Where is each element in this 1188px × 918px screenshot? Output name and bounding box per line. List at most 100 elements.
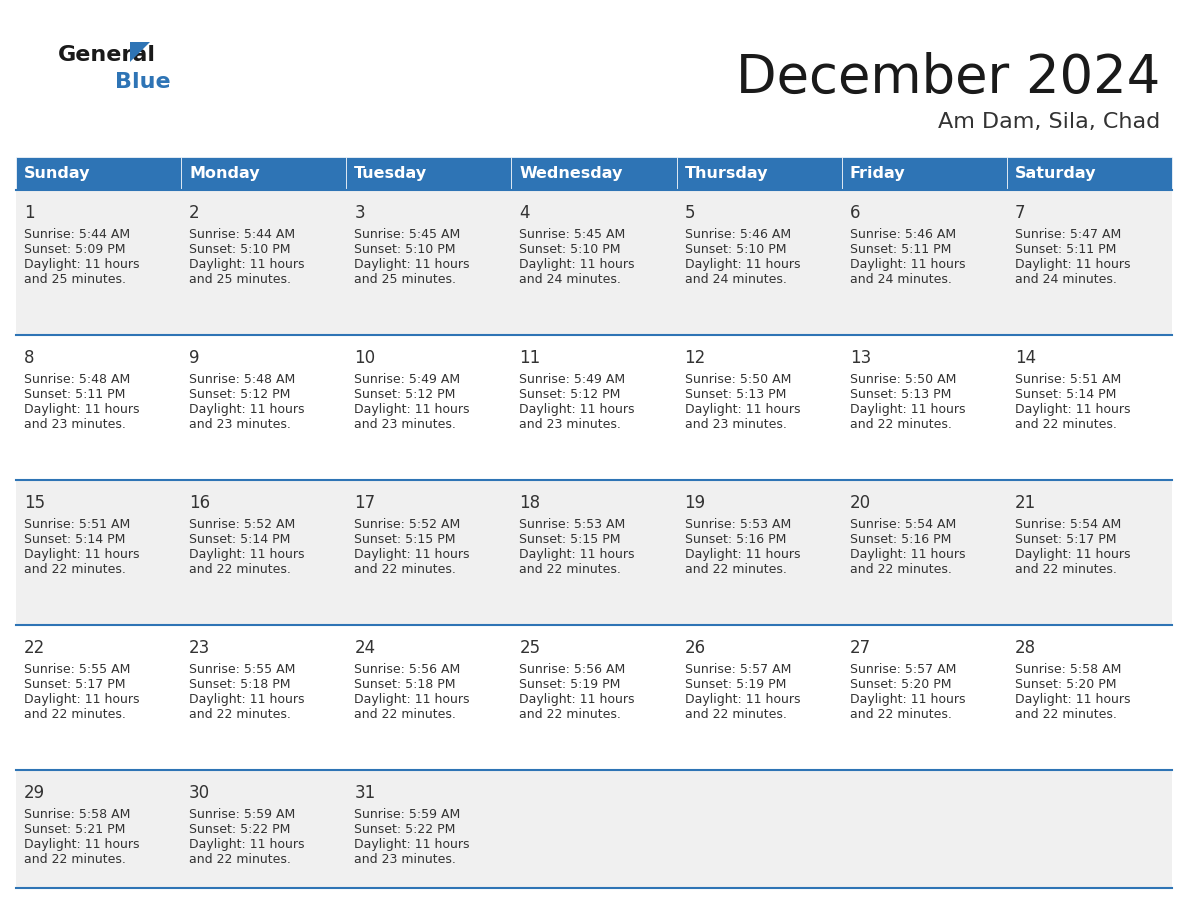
- Text: Sunrise: 5:44 AM: Sunrise: 5:44 AM: [24, 228, 131, 241]
- Text: and 22 minutes.: and 22 minutes.: [684, 708, 786, 721]
- Text: 9: 9: [189, 349, 200, 367]
- Text: Daylight: 11 hours: Daylight: 11 hours: [519, 258, 634, 271]
- Text: Daylight: 11 hours: Daylight: 11 hours: [354, 693, 469, 706]
- Text: Sunrise: 5:54 AM: Sunrise: 5:54 AM: [1015, 518, 1121, 531]
- Text: Daylight: 11 hours: Daylight: 11 hours: [519, 548, 634, 561]
- Text: Daylight: 11 hours: Daylight: 11 hours: [189, 548, 304, 561]
- Text: Sunset: 5:15 PM: Sunset: 5:15 PM: [354, 533, 456, 546]
- Text: and 23 minutes.: and 23 minutes.: [684, 418, 786, 431]
- Text: Monday: Monday: [189, 166, 260, 181]
- Text: and 25 minutes.: and 25 minutes.: [354, 273, 456, 286]
- Text: Sunset: 5:12 PM: Sunset: 5:12 PM: [519, 388, 621, 401]
- Text: Sunset: 5:11 PM: Sunset: 5:11 PM: [849, 243, 952, 256]
- Text: and 25 minutes.: and 25 minutes.: [24, 273, 126, 286]
- Text: Sunset: 5:10 PM: Sunset: 5:10 PM: [189, 243, 291, 256]
- Text: Sunrise: 5:50 AM: Sunrise: 5:50 AM: [849, 373, 956, 386]
- Text: Sunset: 5:19 PM: Sunset: 5:19 PM: [684, 678, 786, 691]
- Text: and 22 minutes.: and 22 minutes.: [849, 563, 952, 576]
- Text: Daylight: 11 hours: Daylight: 11 hours: [684, 258, 800, 271]
- Text: Daylight: 11 hours: Daylight: 11 hours: [1015, 548, 1130, 561]
- Text: 31: 31: [354, 784, 375, 802]
- Text: Daylight: 11 hours: Daylight: 11 hours: [24, 838, 139, 851]
- Text: 18: 18: [519, 494, 541, 512]
- Text: and 22 minutes.: and 22 minutes.: [1015, 418, 1117, 431]
- Text: 30: 30: [189, 784, 210, 802]
- Text: Sunset: 5:17 PM: Sunset: 5:17 PM: [24, 678, 126, 691]
- Text: Daylight: 11 hours: Daylight: 11 hours: [1015, 693, 1130, 706]
- Text: Sunrise: 5:59 AM: Sunrise: 5:59 AM: [189, 808, 296, 821]
- Text: Daylight: 11 hours: Daylight: 11 hours: [354, 403, 469, 416]
- Bar: [15, 480, 1173, 625]
- Bar: [842, 157, 1007, 190]
- Text: Sunrise: 5:52 AM: Sunrise: 5:52 AM: [189, 518, 296, 531]
- Text: Sunrise: 5:58 AM: Sunrise: 5:58 AM: [24, 808, 131, 821]
- Text: Daylight: 11 hours: Daylight: 11 hours: [354, 258, 469, 271]
- Text: Sunrise: 5:59 AM: Sunrise: 5:59 AM: [354, 808, 461, 821]
- Text: Daylight: 11 hours: Daylight: 11 hours: [519, 403, 634, 416]
- Bar: [677, 157, 842, 190]
- Text: Daylight: 11 hours: Daylight: 11 hours: [684, 548, 800, 561]
- Text: Daylight: 11 hours: Daylight: 11 hours: [849, 403, 965, 416]
- Text: 13: 13: [849, 349, 871, 367]
- Text: Sunrise: 5:55 AM: Sunrise: 5:55 AM: [189, 663, 296, 676]
- Text: Sunrise: 5:56 AM: Sunrise: 5:56 AM: [519, 663, 626, 676]
- Text: Sunrise: 5:51 AM: Sunrise: 5:51 AM: [1015, 373, 1121, 386]
- Text: Am Dam, Sila, Chad: Am Dam, Sila, Chad: [937, 112, 1159, 132]
- Text: Daylight: 11 hours: Daylight: 11 hours: [849, 258, 965, 271]
- Text: Sunrise: 5:45 AM: Sunrise: 5:45 AM: [519, 228, 626, 241]
- Text: 11: 11: [519, 349, 541, 367]
- Text: 7: 7: [1015, 204, 1025, 222]
- Text: Sunday: Sunday: [24, 166, 90, 181]
- Text: Sunrise: 5:56 AM: Sunrise: 5:56 AM: [354, 663, 461, 676]
- Text: Daylight: 11 hours: Daylight: 11 hours: [189, 258, 304, 271]
- Text: Sunrise: 5:48 AM: Sunrise: 5:48 AM: [24, 373, 131, 386]
- Bar: [181, 157, 346, 190]
- Text: Tuesday: Tuesday: [354, 166, 428, 181]
- Text: and 23 minutes.: and 23 minutes.: [189, 418, 291, 431]
- Text: Sunset: 5:21 PM: Sunset: 5:21 PM: [24, 823, 126, 836]
- Text: Sunset: 5:10 PM: Sunset: 5:10 PM: [354, 243, 456, 256]
- Text: Sunrise: 5:45 AM: Sunrise: 5:45 AM: [354, 228, 461, 241]
- Text: Sunrise: 5:54 AM: Sunrise: 5:54 AM: [849, 518, 956, 531]
- Text: Sunset: 5:11 PM: Sunset: 5:11 PM: [24, 388, 126, 401]
- Text: Sunset: 5:14 PM: Sunset: 5:14 PM: [24, 533, 126, 546]
- Text: Sunset: 5:20 PM: Sunset: 5:20 PM: [849, 678, 952, 691]
- Text: 10: 10: [354, 349, 375, 367]
- Text: 1: 1: [24, 204, 34, 222]
- Text: Sunset: 5:12 PM: Sunset: 5:12 PM: [354, 388, 456, 401]
- Text: and 22 minutes.: and 22 minutes.: [519, 708, 621, 721]
- Text: Sunset: 5:17 PM: Sunset: 5:17 PM: [1015, 533, 1117, 546]
- Text: Sunrise: 5:46 AM: Sunrise: 5:46 AM: [684, 228, 791, 241]
- Text: 28: 28: [1015, 639, 1036, 657]
- Text: Daylight: 11 hours: Daylight: 11 hours: [189, 403, 304, 416]
- Text: Daylight: 11 hours: Daylight: 11 hours: [24, 403, 139, 416]
- Text: and 22 minutes.: and 22 minutes.: [849, 418, 952, 431]
- Text: and 23 minutes.: and 23 minutes.: [519, 418, 621, 431]
- Text: Sunrise: 5:58 AM: Sunrise: 5:58 AM: [1015, 663, 1121, 676]
- Text: 2: 2: [189, 204, 200, 222]
- Text: Sunrise: 5:57 AM: Sunrise: 5:57 AM: [684, 663, 791, 676]
- Text: Sunset: 5:14 PM: Sunset: 5:14 PM: [189, 533, 291, 546]
- Text: and 24 minutes.: and 24 minutes.: [1015, 273, 1117, 286]
- Bar: [346, 157, 511, 190]
- Text: Sunset: 5:11 PM: Sunset: 5:11 PM: [1015, 243, 1117, 256]
- Text: Sunset: 5:19 PM: Sunset: 5:19 PM: [519, 678, 621, 691]
- Text: Sunset: 5:10 PM: Sunset: 5:10 PM: [684, 243, 786, 256]
- Text: December 2024: December 2024: [735, 52, 1159, 104]
- Text: Sunrise: 5:44 AM: Sunrise: 5:44 AM: [189, 228, 296, 241]
- Text: Sunrise: 5:52 AM: Sunrise: 5:52 AM: [354, 518, 461, 531]
- Polygon shape: [129, 42, 150, 62]
- Text: and 22 minutes.: and 22 minutes.: [24, 708, 126, 721]
- Text: Daylight: 11 hours: Daylight: 11 hours: [684, 693, 800, 706]
- Text: 4: 4: [519, 204, 530, 222]
- Text: Sunset: 5:12 PM: Sunset: 5:12 PM: [189, 388, 291, 401]
- Text: Sunrise: 5:55 AM: Sunrise: 5:55 AM: [24, 663, 131, 676]
- Text: Sunset: 5:18 PM: Sunset: 5:18 PM: [189, 678, 291, 691]
- Text: Daylight: 11 hours: Daylight: 11 hours: [189, 693, 304, 706]
- Bar: [15, 770, 1173, 888]
- Text: Sunset: 5:09 PM: Sunset: 5:09 PM: [24, 243, 126, 256]
- Text: 29: 29: [24, 784, 45, 802]
- Text: 14: 14: [1015, 349, 1036, 367]
- Text: and 24 minutes.: and 24 minutes.: [849, 273, 952, 286]
- Text: Daylight: 11 hours: Daylight: 11 hours: [354, 838, 469, 851]
